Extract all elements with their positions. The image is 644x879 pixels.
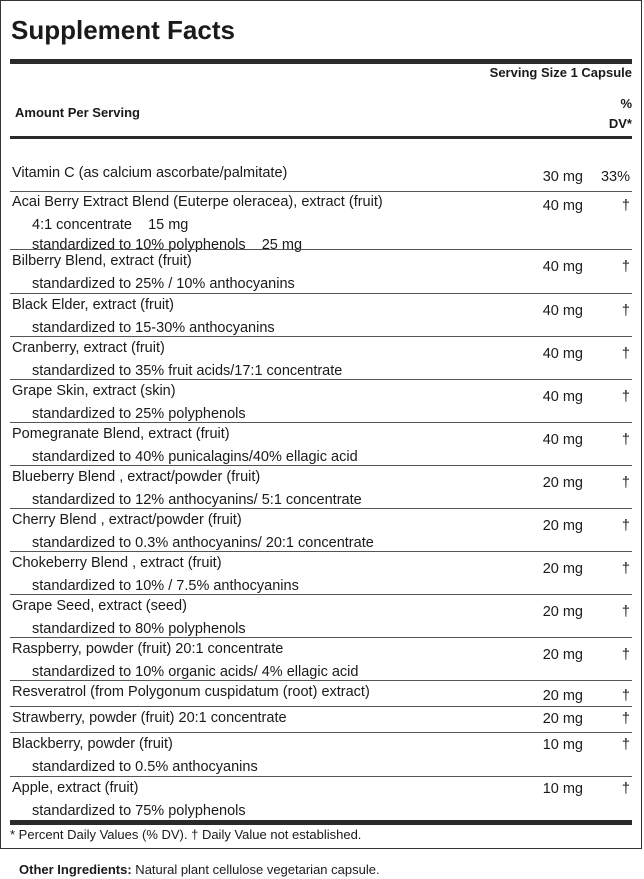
row-divider bbox=[10, 379, 632, 380]
ingredient-name: Apple, extract (fruit) bbox=[12, 780, 139, 796]
header-rule bbox=[10, 136, 632, 139]
ingredient-name: Blueberry Blend , extract/powder (fruit) bbox=[12, 469, 261, 485]
ingredient-dv: † bbox=[621, 604, 630, 620]
ingredient-detail: standardized to 0.3% anthocyanins/ 20:1 … bbox=[32, 535, 374, 551]
row-divider bbox=[10, 776, 632, 777]
dv-header-label: DV* bbox=[608, 116, 632, 131]
ingredient-amount: 20 mg bbox=[542, 688, 583, 704]
row-divider bbox=[10, 551, 632, 552]
ingredient-detail: standardized to 15-30% anthocyanins bbox=[32, 320, 275, 336]
ingredient-name: Strawberry, powder (fruit) 20:1 concentr… bbox=[12, 710, 287, 726]
ingredient-detail: standardized to 35% fruit acids/17:1 con… bbox=[32, 363, 343, 379]
dv-header-percent: % bbox=[620, 96, 632, 111]
ingredient-amount: 30 mg bbox=[542, 169, 583, 185]
row-divider bbox=[10, 293, 632, 294]
row-divider bbox=[10, 465, 632, 466]
row-divider bbox=[10, 637, 632, 638]
ingredient-dv: † bbox=[621, 432, 630, 448]
ingredient-detail: standardized to 80% polyphenols bbox=[32, 621, 246, 637]
ingredient-name: Pomegranate Blend, extract (fruit) bbox=[12, 426, 230, 442]
other-ingredients-text: Natural plant cellulose vegetarian capsu… bbox=[131, 862, 380, 877]
other-ingredients: Other Ingredients: Natural plant cellulo… bbox=[19, 862, 380, 877]
ingredient-dv: † bbox=[621, 737, 630, 753]
ingredient-detail: standardized to 40% punicalagins/40% ell… bbox=[32, 449, 358, 465]
row-divider bbox=[10, 706, 632, 707]
ingredient-dv: † bbox=[621, 647, 630, 663]
ingredient-dv: † bbox=[621, 389, 630, 405]
amount-per-serving-header: Amount Per Serving bbox=[15, 105, 140, 120]
ingredient-detail: standardized to 12% anthocyanins/ 5:1 co… bbox=[32, 492, 362, 508]
ingredient-name: Raspberry, powder (fruit) 20:1 concentra… bbox=[12, 641, 284, 657]
ingredient-amount: 20 mg bbox=[542, 475, 583, 491]
ingredient-amount: 10 mg bbox=[542, 737, 583, 753]
ingredient-dv: † bbox=[621, 475, 630, 491]
row-divider bbox=[10, 508, 632, 509]
ingredient-dv: † bbox=[621, 711, 630, 727]
row-divider bbox=[10, 732, 632, 733]
footnote: * Percent Daily Values (% DV). † Daily V… bbox=[10, 827, 362, 842]
ingredient-dv: † bbox=[621, 561, 630, 577]
bottom-rule bbox=[10, 820, 632, 825]
ingredient-name: Cherry Blend , extract/powder (fruit) bbox=[12, 512, 242, 528]
row-divider bbox=[10, 422, 632, 423]
row-divider bbox=[10, 680, 632, 681]
ingredient-detail: standardized to 25% / 10% anthocyanins bbox=[32, 276, 295, 292]
ingredient-name: Grape Skin, extract (skin) bbox=[12, 383, 176, 399]
ingredient-name: Blackberry, powder (fruit) bbox=[12, 736, 173, 752]
ingredient-dv: † bbox=[621, 518, 630, 534]
ingredient-amount: 10 mg bbox=[542, 781, 583, 797]
ingredient-name: Grape Seed, extract (seed) bbox=[12, 598, 187, 614]
ingredient-amount: 20 mg bbox=[542, 604, 583, 620]
ingredient-detail: 4:1 concentrate 15 mg bbox=[32, 217, 189, 233]
dv-header: % DV* bbox=[592, 94, 632, 134]
ingredient-dv: 33% bbox=[600, 169, 630, 185]
ingredient-name: Black Elder, extract (fruit) bbox=[12, 297, 174, 313]
ingredient-amount: 20 mg bbox=[542, 518, 583, 534]
ingredient-name: Cranberry, extract (fruit) bbox=[12, 340, 165, 356]
ingredient-name: Resveratrol (from Polygonum cuspidatum (… bbox=[12, 684, 370, 700]
row-divider bbox=[10, 594, 632, 595]
ingredient-amount: 20 mg bbox=[542, 711, 583, 727]
ingredient-name: Vitamin C (as calcium ascorbate/palmitat… bbox=[12, 165, 288, 181]
title-rule bbox=[10, 59, 632, 64]
ingredient-dv: † bbox=[621, 346, 630, 362]
supplement-facts-panel: Supplement Facts Serving Size 1 Capsule … bbox=[0, 0, 642, 849]
ingredient-name: Chokeberry Blend , extract (fruit) bbox=[12, 555, 222, 571]
ingredient-name: Bilberry Blend, extract (fruit) bbox=[12, 253, 192, 269]
ingredient-detail: standardized to 0.5% anthocyanins bbox=[32, 759, 258, 775]
page-title: Supplement Facts bbox=[11, 15, 235, 45]
ingredient-amount: 40 mg bbox=[542, 198, 583, 214]
ingredient-detail: standardized to 25% polyphenols bbox=[32, 406, 246, 422]
ingredient-amount: 40 mg bbox=[542, 259, 583, 275]
ingredient-dv: † bbox=[621, 688, 630, 704]
row-divider bbox=[10, 336, 632, 337]
ingredient-amount: 40 mg bbox=[542, 303, 583, 319]
other-ingredients-label: Other Ingredients: bbox=[19, 862, 132, 877]
ingredient-amount: 20 mg bbox=[542, 561, 583, 577]
ingredient-dv: † bbox=[621, 303, 630, 319]
ingredient-dv: † bbox=[621, 259, 630, 275]
ingredient-dv: † bbox=[621, 198, 630, 214]
ingredient-amount: 40 mg bbox=[542, 389, 583, 405]
ingredient-detail: standardized to 10% / 7.5% anthocyanins bbox=[32, 578, 299, 594]
ingredient-amount: 20 mg bbox=[542, 647, 583, 663]
ingredient-detail: standardized to 10% organic acids/ 4% el… bbox=[32, 664, 359, 680]
ingredient-amount: 40 mg bbox=[542, 346, 583, 362]
ingredient-detail: standardized to 75% polyphenols bbox=[32, 803, 246, 819]
row-divider bbox=[10, 191, 632, 192]
serving-size: Serving Size 1 Capsule bbox=[489, 65, 632, 80]
ingredient-detail: standardized to 10% polyphenols 25 mg bbox=[32, 237, 303, 253]
ingredient-name: Acai Berry Extract Blend (Euterpe olerac… bbox=[12, 194, 383, 210]
ingredient-dv: † bbox=[621, 781, 630, 797]
row-divider bbox=[10, 249, 632, 250]
ingredient-amount: 40 mg bbox=[542, 432, 583, 448]
